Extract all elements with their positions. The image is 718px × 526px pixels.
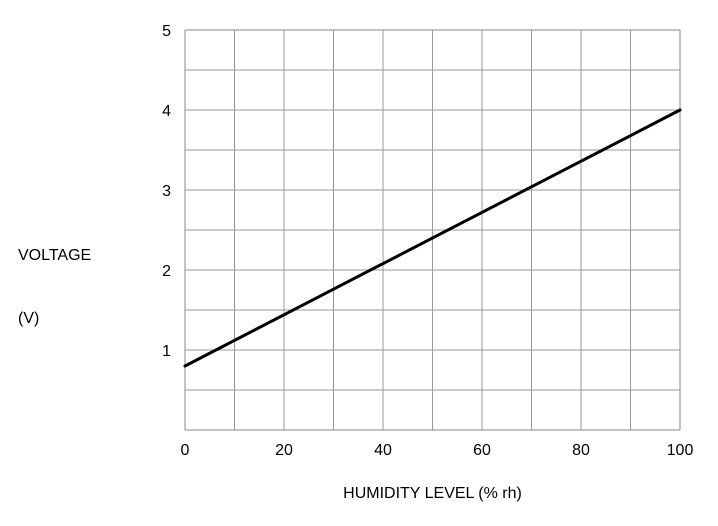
x-axis-title: HUMIDITY LEVEL (% rh) (343, 485, 522, 502)
y-tick-label: 1 (162, 343, 171, 360)
x-tick-label: 100 (667, 442, 694, 459)
y-tick-label: 3 (162, 183, 171, 200)
x-tick-label: 20 (275, 442, 293, 459)
y-axis-title-line2: (V) (18, 310, 40, 327)
x-tick-label: 40 (374, 442, 392, 459)
y-tick-label: 2 (162, 263, 171, 280)
x-tick-label: 0 (181, 442, 190, 459)
x-tick-label: 80 (572, 442, 590, 459)
y-tick-label: 4 (162, 103, 171, 120)
data-line (183, 108, 682, 368)
x-tick-label: 60 (473, 442, 491, 459)
y-axis-title-line1: VOLTAGE (18, 247, 92, 264)
y-tick-label: 5 (162, 23, 171, 40)
y-axis-title: VOLTAGE (V) (18, 203, 91, 371)
